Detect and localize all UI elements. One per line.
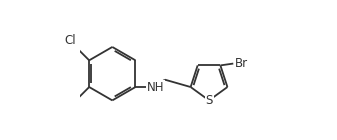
Text: S: S: [205, 94, 213, 107]
Text: Br: Br: [235, 57, 247, 70]
Text: Cl: Cl: [64, 34, 76, 47]
Text: NH: NH: [147, 80, 164, 94]
